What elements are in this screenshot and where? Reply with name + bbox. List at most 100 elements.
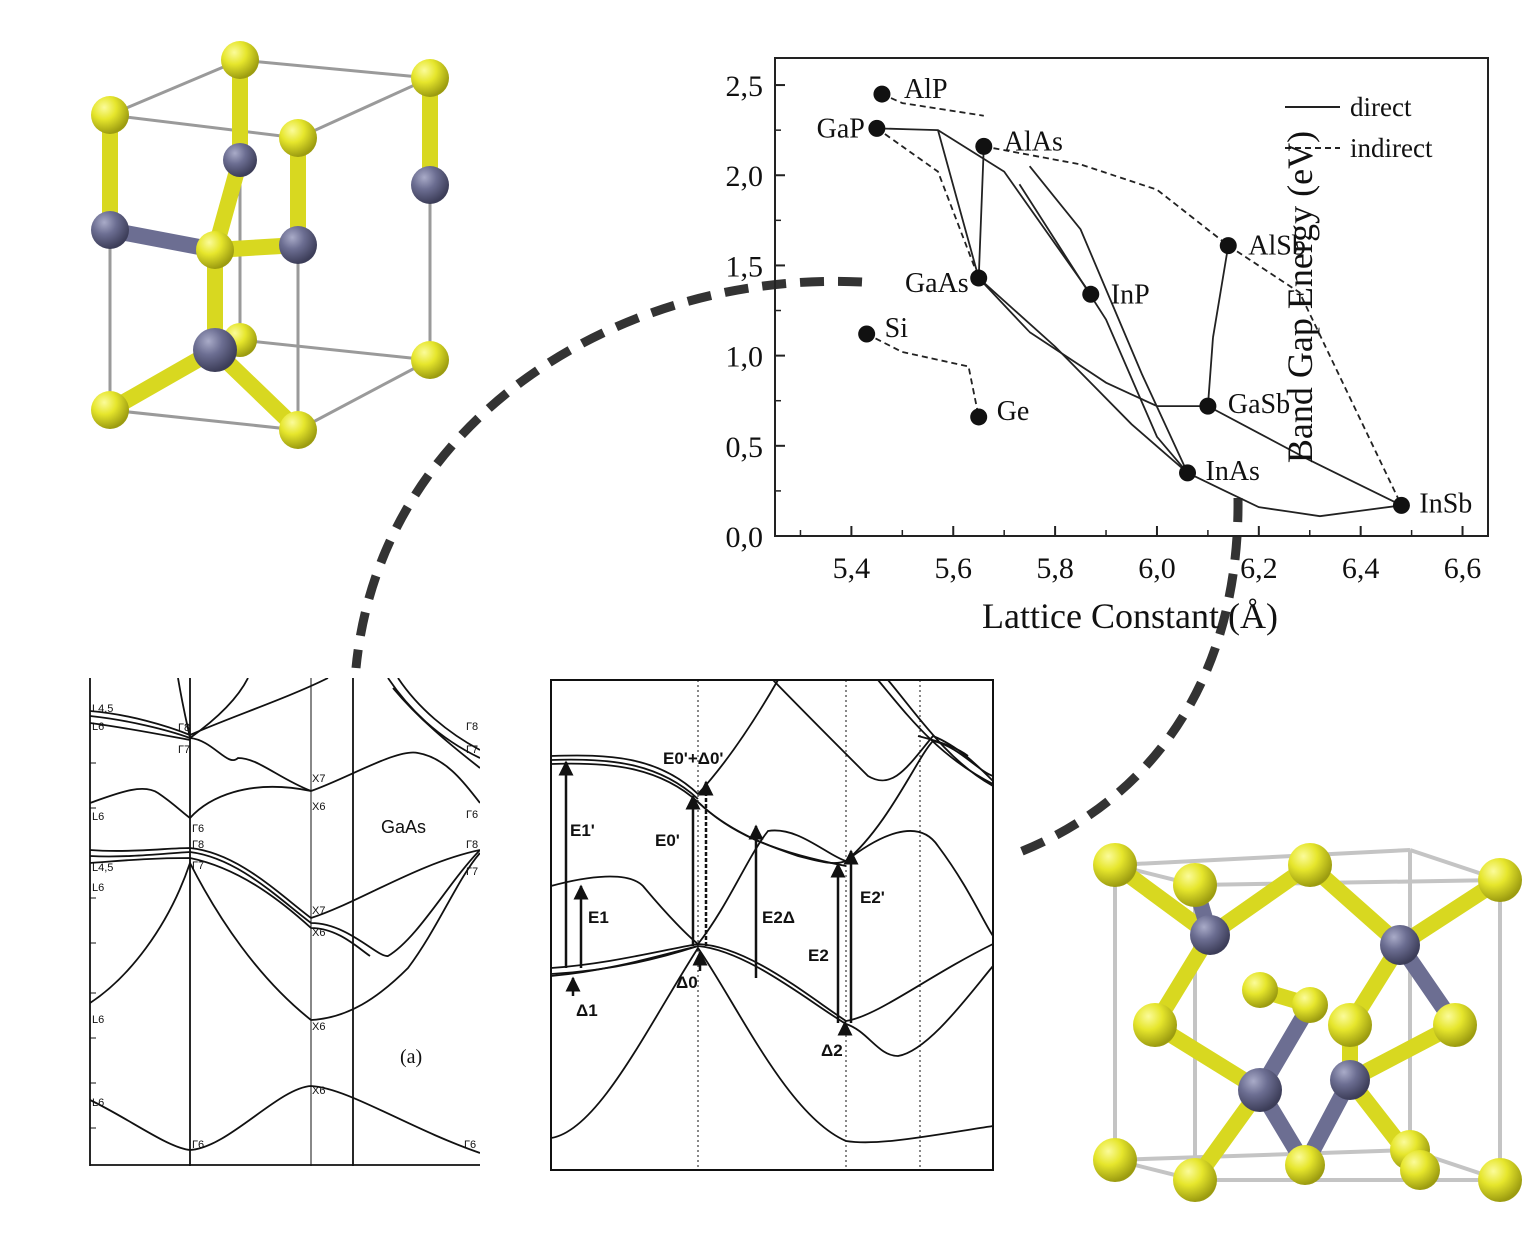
sym-l6-mid2: L6 [92, 882, 104, 894]
sym-l6-bottom: L6 [92, 1097, 104, 1109]
point-ge [970, 408, 988, 426]
point-label-gasb: GaSb [1228, 389, 1290, 420]
label-d0: Δ0 [676, 973, 698, 992]
label-e2d: E2Δ [762, 908, 795, 927]
wurtzite-structure [91, 41, 449, 449]
x-tick-label: 5,8 [1036, 552, 1074, 585]
sym-gamma6: Γ6 [192, 823, 204, 835]
point-label-inas: InAs [1206, 456, 1260, 487]
sym-gamma6-right3: Γ6 [464, 1139, 476, 1151]
y-tick-label: 0,0 [726, 521, 764, 554]
sym-gamma8-mid: Γ8 [192, 839, 204, 851]
sym-l6-low: L6 [92, 1014, 104, 1026]
chart-points: AlP GaP AlAs AlSb GaAs InP Si GaSb Ge InAs InSb [817, 74, 1473, 519]
sym-x7-top: X7 [312, 773, 325, 785]
sym-gamma6-bottom: Γ6 [192, 1139, 204, 1151]
x-tick-label: 6,4 [1342, 552, 1380, 585]
chart-legend: direct indirect [1285, 92, 1433, 163]
sym-x6-bottom: X6 [312, 1085, 325, 1097]
y-tick-label: 2,5 [726, 70, 764, 103]
sym-gamma7-right: Γ7 [466, 744, 478, 756]
zincblende-structure [1093, 843, 1522, 1202]
point-label-insb: InSb [1419, 488, 1472, 519]
chart-ticks: 5,4 5,6 5,8 6,0 6,2 6,4 6,6 0,0 0,5 1,0 1,5 2,0 2,5 [726, 70, 1482, 585]
y-axis-label: Band Gap Energy (eV) [1280, 131, 1320, 463]
atoms [1093, 843, 1522, 1202]
x-tick-label: 6,0 [1138, 552, 1176, 585]
sym-gamma6-right: Γ6 [466, 809, 478, 821]
sym-l45-top: L4,5 [92, 703, 113, 715]
point-label-alas: AlAs [1004, 126, 1063, 157]
point-label-ge: Ge [997, 396, 1030, 427]
sym-x6-top: X6 [312, 801, 325, 813]
sym-gamma7-mid: Γ7 [192, 860, 204, 872]
point-inas [1179, 464, 1197, 482]
unit-cell-edges [1113, 848, 1502, 1182]
material-label: GaAs [381, 817, 426, 837]
curve-dashed-3 [866, 333, 980, 418]
label-e2: E2 [808, 946, 829, 965]
curve-solid-10 [1206, 245, 1230, 407]
chart-curves [866, 93, 1403, 518]
label-e2p: E2' [860, 888, 885, 907]
point-gaas [970, 269, 988, 287]
legend-label-indirect: indirect [1350, 133, 1433, 163]
sym-x6-low: X6 [312, 1021, 325, 1033]
sym-gamma8-top: Γ8 [178, 722, 190, 734]
sym-l6-mid: L6 [92, 811, 104, 823]
point-label-alp: AlP [904, 74, 948, 105]
panel-tag: (a) [400, 1046, 422, 1068]
curve-dashed-1 [876, 127, 980, 279]
sym-x6-mid: X6 [312, 927, 325, 939]
point-insb [1392, 496, 1410, 514]
panel-frame [550, 679, 994, 1171]
sym-l6-top: L6 [92, 721, 104, 733]
point-si [858, 325, 876, 343]
y-tick-label: 0,5 [726, 431, 764, 464]
point-label-gap: GaP [817, 113, 865, 144]
point-label-inp: InP [1111, 279, 1150, 310]
y-tick-label: 2,0 [726, 160, 764, 193]
legend-label-direct: direct [1350, 92, 1412, 122]
y-tick-label: 1,0 [726, 341, 764, 374]
curve-solid-4 [876, 127, 1092, 295]
point-alsb [1219, 237, 1237, 255]
curve-solid-12 [1187, 472, 1402, 518]
label-e0p-plus-d0p: E0'+Δ0' [663, 749, 723, 768]
sym-x7-mid: X7 [312, 905, 325, 917]
x-tick-label: 6,2 [1240, 552, 1278, 585]
label-e0p: E0' [655, 831, 680, 850]
curve-solid-8 [1028, 165, 1189, 474]
point-inp [1082, 285, 1100, 303]
curve-solid-11 [1207, 405, 1402, 507]
sym-gamma8-right2: Γ8 [466, 839, 478, 851]
curve-solid-6 [937, 129, 1208, 408]
sym-gamma7-top: Γ7 [178, 744, 190, 756]
point-label-alsb: AlSb [1248, 231, 1306, 262]
bonds [102, 52, 438, 438]
curve-solid-9 [1018, 183, 1189, 474]
x-tick-label: 6,6 [1444, 552, 1482, 585]
label-e1p: E1' [570, 821, 595, 840]
band-structure-right: E0'+Δ0' E1' E0' E2Δ E2' E1 E2 Δ1 Δ0 Δ2 [550, 679, 994, 1171]
point-label-si: Si [885, 313, 909, 344]
label-d2: Δ2 [821, 1041, 843, 1060]
y-tick-label: 1,5 [726, 250, 764, 283]
curve-solid-5 [977, 146, 985, 279]
curve-dashed-2 [983, 145, 1403, 506]
point-alp [873, 85, 891, 103]
x-tick-label: 5,6 [935, 552, 973, 585]
band-structure-left: L4,5 L6 Γ8 Γ7 L6 Γ6 X7 X6 L4,5 L6 Γ8 Γ7 … [89, 678, 480, 1166]
x-axis-label: Lattice Constant (Å) [982, 596, 1278, 636]
point-label-gaas: GaAs [905, 268, 969, 299]
point-gap [868, 119, 886, 137]
curve-solid-7 [978, 277, 1189, 474]
label-e1: E1 [588, 908, 609, 927]
point-gasb [1199, 397, 1217, 415]
bandgap-chart: 5,4 5,6 5,8 6,0 6,2 6,4 6,60,00,51,01,52,02,5 … [726, 57, 1489, 636]
plot-frame [774, 57, 1489, 537]
sym-gamma7-right2: Γ7 [466, 866, 478, 878]
point-alas [975, 137, 993, 155]
x-tick-label: 5,4 [833, 552, 871, 585]
sym-l45-mid: L4,5 [92, 862, 113, 874]
